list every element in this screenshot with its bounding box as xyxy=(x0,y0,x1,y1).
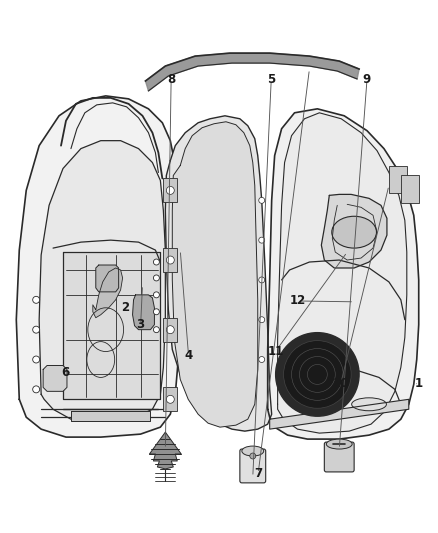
Polygon shape xyxy=(172,122,258,427)
Circle shape xyxy=(259,357,265,362)
Circle shape xyxy=(259,277,265,283)
Text: 7: 7 xyxy=(254,467,262,480)
FancyBboxPatch shape xyxy=(324,442,354,472)
Bar xyxy=(163,318,177,342)
Circle shape xyxy=(166,395,174,403)
Circle shape xyxy=(166,256,174,264)
Ellipse shape xyxy=(242,446,264,456)
FancyBboxPatch shape xyxy=(240,449,266,483)
Text: 2: 2 xyxy=(121,301,130,314)
Circle shape xyxy=(153,275,159,281)
Circle shape xyxy=(259,317,265,322)
Polygon shape xyxy=(145,53,359,91)
Circle shape xyxy=(153,259,159,265)
Circle shape xyxy=(259,197,265,203)
Text: 3: 3 xyxy=(137,318,145,332)
Polygon shape xyxy=(270,399,409,429)
Polygon shape xyxy=(63,252,160,399)
Circle shape xyxy=(276,333,359,416)
Circle shape xyxy=(33,296,40,303)
Text: 1: 1 xyxy=(415,377,423,390)
Polygon shape xyxy=(321,195,387,268)
Ellipse shape xyxy=(332,216,377,248)
Circle shape xyxy=(166,326,174,334)
Text: 4: 4 xyxy=(184,349,193,362)
Circle shape xyxy=(153,309,159,315)
Circle shape xyxy=(33,326,40,333)
Polygon shape xyxy=(278,113,407,433)
Text: 8: 8 xyxy=(167,74,175,86)
Bar xyxy=(163,248,177,272)
Text: 10: 10 xyxy=(333,377,349,390)
Ellipse shape xyxy=(352,398,386,411)
Polygon shape xyxy=(268,109,419,439)
Bar xyxy=(163,179,177,203)
Polygon shape xyxy=(133,295,155,330)
Bar xyxy=(163,387,177,411)
Circle shape xyxy=(153,292,159,298)
Circle shape xyxy=(33,356,40,363)
Circle shape xyxy=(153,327,159,333)
Bar xyxy=(401,175,419,203)
Ellipse shape xyxy=(326,439,352,449)
Circle shape xyxy=(166,187,174,195)
Text: 11: 11 xyxy=(268,345,284,358)
Circle shape xyxy=(250,453,256,459)
Polygon shape xyxy=(165,116,272,431)
Polygon shape xyxy=(16,96,180,437)
Polygon shape xyxy=(39,141,165,419)
Polygon shape xyxy=(93,268,123,318)
Circle shape xyxy=(259,237,265,243)
Circle shape xyxy=(283,341,351,408)
Polygon shape xyxy=(149,432,181,469)
Text: 6: 6 xyxy=(62,366,70,379)
Text: 12: 12 xyxy=(289,294,305,308)
Text: 9: 9 xyxy=(363,74,371,86)
Polygon shape xyxy=(96,265,119,292)
Polygon shape xyxy=(71,411,150,421)
Polygon shape xyxy=(43,366,67,391)
Text: 5: 5 xyxy=(267,74,276,86)
Bar xyxy=(389,166,407,193)
Circle shape xyxy=(33,386,40,393)
